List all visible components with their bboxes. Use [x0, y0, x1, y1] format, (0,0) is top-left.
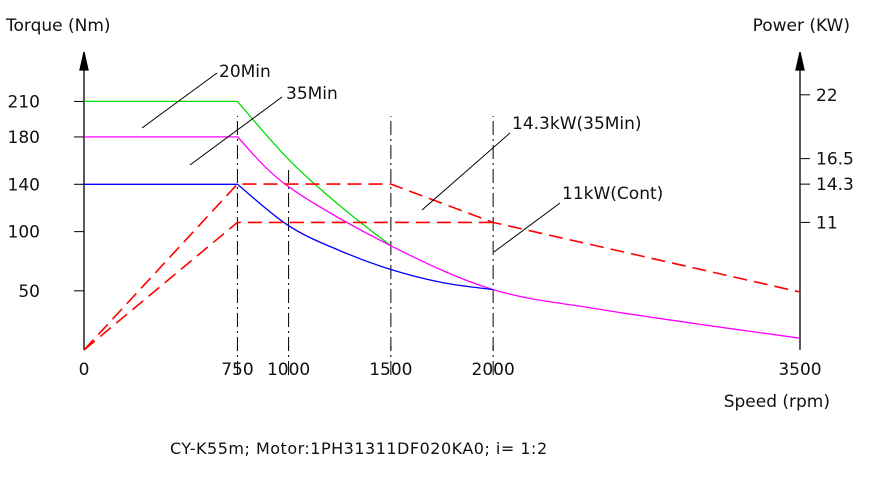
series-line-3	[84, 183, 494, 291]
vertical-markers	[236, 116, 494, 375]
annotation-14kw: 14.3kW(35Min)	[512, 114, 642, 134]
leader-11kw	[493, 202, 561, 253]
x-tick-label-1500: 1500	[369, 360, 412, 380]
leader-14kw	[421, 132, 511, 211]
y-right-axis-arrow	[795, 51, 805, 71]
series-line-4	[83, 183, 801, 351]
series-line-2	[84, 136, 801, 339]
leader-20min	[141, 72, 218, 129]
y-left-tick-label-100: 100	[8, 223, 40, 243]
x-tick-label-3500: 3500	[778, 360, 821, 380]
x-axis-title: Speed (rpm)	[724, 392, 830, 412]
y-left-tick-label-140: 140	[8, 175, 40, 195]
y-left-tick-label-50: 50	[18, 282, 40, 302]
y-left-tick-label-210: 210	[8, 92, 40, 112]
annotation-11kw: 11kW(Cont)	[562, 184, 663, 204]
x-tick-label-0: 0	[79, 360, 90, 380]
y-right-axis-title: Power (KW)	[753, 16, 850, 36]
series-line-5	[83, 221, 494, 351]
chart-caption: CY-K55m; Motor:1PH31311DF020KA0; i= 1:2	[170, 439, 548, 458]
y-left-axis-title: Torque (Nm)	[5, 16, 111, 36]
tick-labels: 0 750 1000 1500 2000 3500 210 180 140 100 50 22 16.5…	[8, 86, 854, 380]
x-tick-label-750: 750	[221, 360, 253, 380]
x-tick-label-1000: 1000	[267, 360, 310, 380]
y-right-tick-label-11: 11	[816, 213, 838, 233]
series-lines	[83, 100, 801, 351]
y-right-tick-label-14.3: 14.3	[816, 175, 854, 195]
annotation-35min: 35Min	[286, 84, 338, 104]
axes	[79, 51, 805, 350]
x-tick-label-2000: 2000	[472, 360, 515, 380]
y-right-tick-label-22: 22	[816, 86, 838, 106]
annotation-leaders	[141, 72, 561, 253]
y-left-axis-arrow	[79, 51, 89, 71]
leader-35min	[189, 96, 283, 166]
y-left-tick-label-180: 180	[8, 128, 40, 148]
annotation-20min: 20Min	[219, 62, 271, 82]
series-line-1	[84, 100, 392, 247]
y-right-tick-label-16.5: 16.5	[816, 150, 854, 170]
